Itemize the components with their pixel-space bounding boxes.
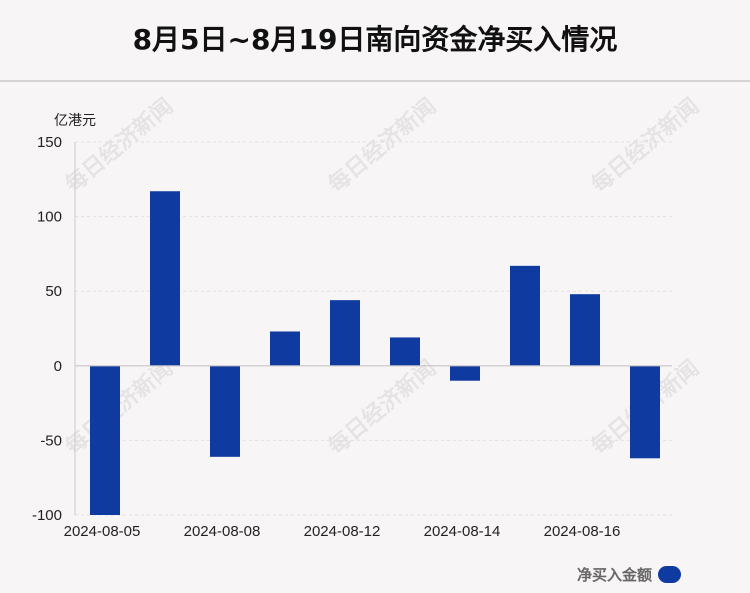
bar	[510, 265, 540, 366]
y-axis-unit-label: 亿港元	[54, 113, 96, 129]
bar	[150, 191, 180, 366]
bar	[270, 331, 300, 366]
legend-swatch	[658, 566, 682, 583]
bar	[450, 365, 480, 381]
x-tick-label: 2024-08-08	[184, 523, 261, 540]
y-tick-label: 100	[37, 209, 62, 226]
y-tick-label: -50	[40, 432, 62, 449]
x-tick-label: 2024-08-16	[544, 523, 621, 540]
y-tick-label: 0	[54, 358, 62, 375]
chart-title: 8月5日~8月19日南向资金净买入情况	[132, 23, 618, 56]
x-tick-label: 2024-08-05	[64, 523, 141, 540]
x-tick-label: 2024-08-14	[424, 523, 501, 540]
y-tick-label: 50	[45, 283, 62, 300]
title-divider	[0, 80, 750, 82]
bar	[330, 300, 360, 366]
legend-label: 净买入金额	[577, 566, 653, 584]
bar	[570, 294, 600, 366]
x-tick-label: 2024-08-12	[304, 523, 381, 540]
legend: 净买入金额	[577, 564, 682, 585]
bar	[90, 365, 120, 515]
bar	[210, 365, 240, 457]
y-tick-label: 150	[37, 134, 62, 151]
y-tick-label: -100	[32, 507, 62, 524]
bar	[390, 337, 420, 366]
bar	[630, 365, 660, 459]
